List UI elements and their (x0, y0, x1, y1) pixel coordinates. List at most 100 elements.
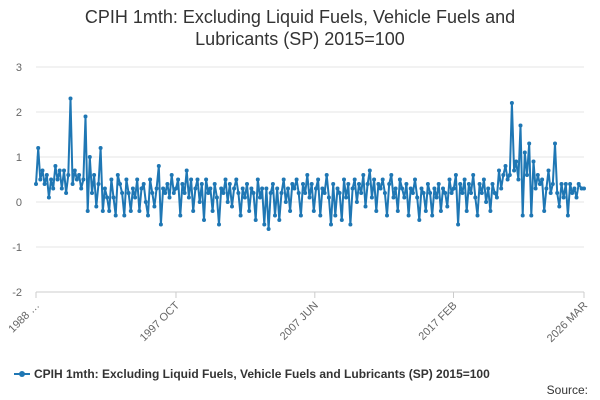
data-point[interactable] (120, 191, 125, 195)
data-point[interactable] (277, 218, 282, 222)
data-point[interactable] (305, 173, 310, 177)
data-point[interactable] (98, 146, 103, 150)
data-point[interactable] (397, 177, 402, 182)
data-point[interactable] (490, 182, 495, 186)
data-point[interactable] (197, 200, 202, 204)
data-point[interactable] (413, 177, 417, 182)
data-point[interactable] (143, 200, 148, 204)
legend[interactable]: CPIH 1mth: Excluding Liquid Fuels, Vehic… (14, 365, 490, 383)
data-point[interactable] (294, 177, 299, 182)
data-point[interactable] (87, 155, 92, 159)
data-point[interactable] (501, 173, 506, 177)
data-point[interactable] (55, 177, 60, 182)
data-point[interactable] (96, 182, 101, 186)
data-point[interactable] (158, 222, 163, 227)
data-point[interactable] (193, 186, 198, 191)
data-point[interactable] (514, 159, 519, 164)
data-point[interactable] (202, 218, 206, 222)
data-point[interactable] (255, 177, 260, 182)
data-point[interactable] (44, 173, 49, 177)
data-point[interactable] (447, 177, 452, 182)
data-point[interactable] (49, 177, 54, 182)
data-point[interactable] (118, 182, 122, 186)
data-point[interactable] (410, 191, 415, 195)
data-point[interactable] (339, 218, 344, 222)
data-point[interactable] (83, 114, 88, 119)
data-point[interactable] (367, 168, 372, 173)
data-point[interactable] (408, 186, 413, 191)
data-point[interactable] (357, 182, 361, 186)
data-point[interactable] (292, 186, 297, 191)
data-point[interactable] (135, 177, 140, 182)
data-point[interactable] (296, 191, 301, 195)
data-point[interactable] (464, 209, 469, 213)
data-point[interactable] (126, 191, 131, 195)
data-point[interactable] (137, 209, 142, 213)
data-point[interactable] (404, 182, 409, 186)
data-point[interactable] (171, 191, 176, 195)
data-point[interactable] (342, 177, 346, 182)
data-point[interactable] (309, 182, 314, 186)
data-point[interactable] (499, 186, 504, 191)
data-point[interactable] (458, 182, 463, 186)
data-point[interactable] (374, 209, 379, 213)
data-point[interactable] (320, 186, 325, 191)
data-point[interactable] (107, 209, 112, 213)
data-point[interactable] (428, 191, 433, 195)
data-point[interactable] (563, 182, 568, 186)
data-point[interactable] (449, 191, 454, 195)
data-point[interactable] (346, 182, 351, 186)
data-point[interactable] (469, 191, 473, 195)
data-point[interactable] (550, 182, 555, 186)
data-point[interactable] (331, 182, 336, 186)
data-point[interactable] (525, 173, 529, 177)
data-point[interactable] (322, 191, 327, 195)
data-point[interactable] (477, 182, 482, 186)
data-point[interactable] (66, 173, 71, 177)
data-point[interactable] (46, 195, 51, 200)
data-point[interactable] (307, 195, 312, 200)
data-point[interactable] (568, 182, 573, 186)
data-point[interactable] (361, 173, 366, 177)
data-point[interactable] (77, 173, 82, 177)
data-point[interactable] (529, 213, 534, 218)
data-point[interactable] (503, 164, 508, 168)
data-point[interactable] (217, 222, 221, 227)
data-point[interactable] (148, 177, 153, 182)
data-point[interactable] (417, 218, 422, 222)
data-point[interactable] (348, 222, 353, 227)
data-point[interactable] (253, 218, 258, 222)
data-point[interactable] (576, 182, 581, 186)
data-point[interactable] (395, 209, 400, 213)
data-point[interactable] (565, 213, 570, 218)
data-point[interactable] (453, 173, 458, 177)
data-point[interactable] (303, 191, 308, 195)
data-point[interactable] (352, 177, 357, 182)
data-point[interactable] (561, 195, 566, 200)
data-point[interactable] (152, 204, 157, 209)
data-point[interactable] (36, 146, 41, 150)
data-point[interactable] (279, 191, 284, 195)
data-point[interactable] (165, 182, 170, 186)
data-point[interactable] (72, 168, 77, 173)
data-point[interactable] (574, 195, 579, 200)
data-point[interactable] (191, 209, 196, 213)
data-point[interactable] (557, 204, 562, 209)
data-point[interactable] (174, 186, 178, 191)
data-point[interactable] (230, 204, 234, 209)
data-point[interactable] (378, 186, 383, 191)
data-point[interactable] (68, 96, 73, 101)
data-point[interactable] (423, 209, 428, 213)
data-point[interactable] (492, 191, 497, 195)
data-point[interactable] (154, 186, 159, 191)
data-point[interactable] (376, 182, 381, 186)
data-point[interactable] (484, 200, 489, 204)
data-point[interactable] (488, 209, 493, 213)
data-point[interactable] (102, 186, 107, 191)
data-point[interactable] (81, 177, 86, 182)
data-point[interactable] (471, 173, 476, 177)
data-point[interactable] (264, 186, 269, 191)
data-point[interactable] (316, 177, 321, 182)
data-point[interactable] (53, 164, 58, 168)
data-point[interactable] (288, 209, 293, 213)
